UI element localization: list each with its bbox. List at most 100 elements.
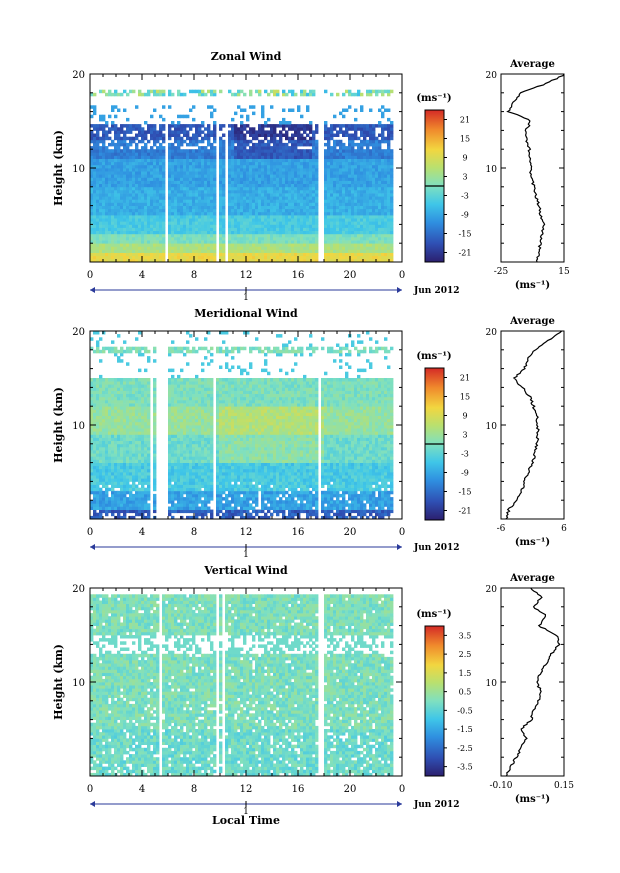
heatmap-cell <box>192 155 196 159</box>
heatmap-cell <box>189 164 193 169</box>
heatmap-cell <box>126 443 130 448</box>
heatmap-cell <box>177 255 181 260</box>
heatmap-cell <box>228 208 232 213</box>
heatmap-cell <box>204 164 208 169</box>
heatmap-cell <box>309 230 313 235</box>
heatmap-cell <box>102 503 106 507</box>
heatmap-cell <box>144 227 148 231</box>
heatmap-cell <box>240 174 244 178</box>
heatmap-cell <box>291 146 295 150</box>
heatmap-cell <box>336 133 340 137</box>
heatmap-cell <box>330 124 334 128</box>
heatmap-cell <box>219 227 223 231</box>
heatmap-cell <box>123 446 127 451</box>
heatmap-cell <box>297 208 301 213</box>
heatmap-cell <box>381 164 385 169</box>
heatmap-cell <box>108 205 112 210</box>
heatmap-cell <box>210 218 214 222</box>
heatmap-cell <box>294 124 298 128</box>
heatmap-cell <box>237 243 241 247</box>
heatmap-cell <box>315 174 319 178</box>
heatmap-cell <box>384 199 388 203</box>
heatmap-cell <box>237 142 241 147</box>
heatmap-cell <box>330 155 334 159</box>
heatmap-cell <box>390 89 394 94</box>
heatmap-cell <box>315 221 319 225</box>
heatmap-cell <box>90 418 94 423</box>
heatmap-cell <box>255 221 259 225</box>
heatmap-cell <box>114 506 118 510</box>
heatmap-cell <box>378 108 382 112</box>
heatmap-cell <box>369 139 373 144</box>
heatmap-cell <box>156 224 160 228</box>
heatmap-cell <box>144 130 148 134</box>
heatmap-cell <box>99 509 103 514</box>
heatmap-cell <box>276 89 280 94</box>
heatmap-cell <box>231 164 235 169</box>
heatmap-cell <box>96 515 100 520</box>
heatmap-cell <box>267 139 271 144</box>
heatmap-cell <box>222 142 226 147</box>
heatmap-cell <box>213 152 217 156</box>
heatmap-cell <box>363 233 367 238</box>
heatmap-cell <box>342 142 346 147</box>
heatmap-cell <box>234 164 238 169</box>
heatmap-cell <box>276 146 280 150</box>
heatmap-cell <box>291 177 295 181</box>
heatmap-cell <box>276 161 280 166</box>
heatmap-cell <box>264 227 268 231</box>
heatmap-cell <box>117 218 121 222</box>
heatmap-cell <box>117 506 121 510</box>
heatmap-cell <box>195 177 199 181</box>
heatmap-cell <box>132 243 136 247</box>
heatmap-cell <box>159 218 163 222</box>
heatmap-cell <box>93 240 97 244</box>
heatmap-cell <box>285 215 289 219</box>
heatmap-cell <box>96 493 100 498</box>
heatmap-cell <box>264 158 268 163</box>
heatmap-cell <box>168 89 172 94</box>
heatmap-cell <box>336 246 340 250</box>
heatmap-cell <box>237 196 241 200</box>
heatmap-cell <box>270 227 274 231</box>
heatmap-cell <box>99 114 103 119</box>
heatmap-cell <box>108 158 112 163</box>
heatmap-cell <box>372 211 376 216</box>
heatmap-cell <box>252 233 256 238</box>
heatmap-cell <box>291 168 295 172</box>
heatmap-cell <box>234 124 238 128</box>
heatmap-cell <box>207 133 211 137</box>
heatmap-cell <box>111 240 115 244</box>
heatmap-cell <box>303 243 307 247</box>
heatmap-cell <box>171 158 175 163</box>
heatmap-cell <box>120 152 124 156</box>
heatmap-cell <box>93 255 97 260</box>
heatmap-cell <box>99 453 103 457</box>
heatmap-cell <box>240 136 244 141</box>
heatmap-cell <box>123 396 127 401</box>
heatmap-cell <box>126 459 130 463</box>
heatmap-cell <box>159 193 163 197</box>
heatmap-cell <box>390 236 394 241</box>
heatmap-cell <box>375 202 379 206</box>
heatmap-cell <box>123 431 127 435</box>
heatmap-cell <box>219 155 223 159</box>
heatmap-cell <box>357 174 361 178</box>
heatmap-cell <box>258 189 262 194</box>
heatmap-cell <box>339 127 343 131</box>
heatmap-cell <box>315 199 319 203</box>
heatmap-cell <box>96 456 100 460</box>
heatmap-cell <box>102 189 106 194</box>
heatmap-cell <box>312 258 316 263</box>
heatmap-cell <box>381 89 385 94</box>
heatmap-cell <box>180 258 184 263</box>
heatmap-cell <box>267 224 271 228</box>
heatmap-cell <box>153 174 157 178</box>
heatmap-cell <box>210 152 214 156</box>
heatmap-cell <box>306 249 310 253</box>
heatmap-cell <box>354 205 358 210</box>
heatmap-cell <box>90 390 94 394</box>
heatmap-cell <box>249 218 253 222</box>
heatmap-cell <box>117 152 121 156</box>
heatmap-cell <box>288 196 292 200</box>
